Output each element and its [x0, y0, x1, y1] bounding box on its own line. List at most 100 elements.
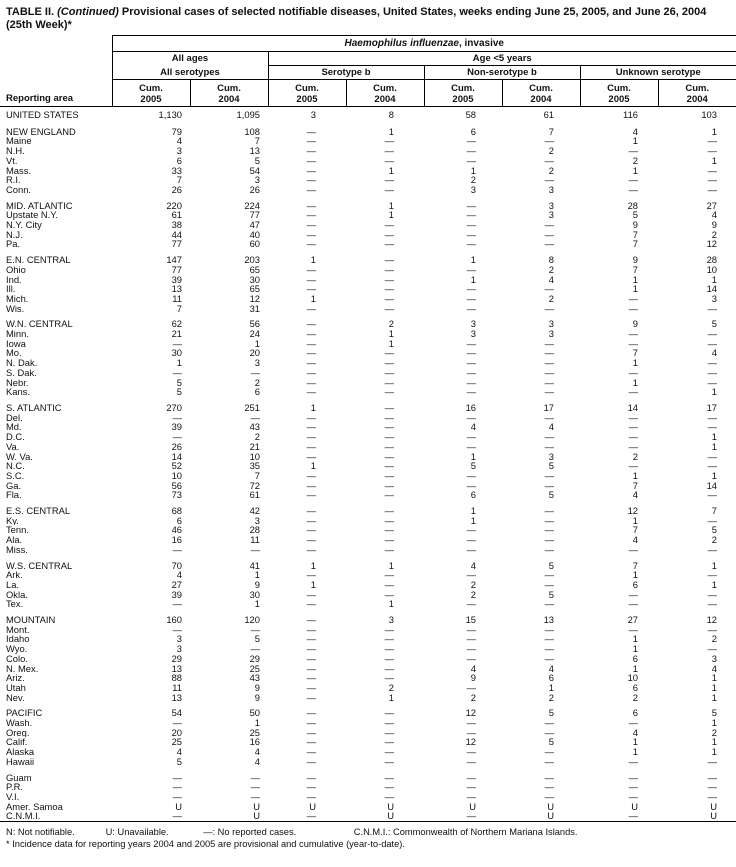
value-cell: 6: [632, 681, 638, 693]
value-cell: 4: [176, 135, 182, 147]
value-cell: —: [707, 588, 717, 600]
value-cell: —: [384, 707, 394, 719]
value-cell: 6: [176, 154, 182, 166]
value-cell: —: [466, 209, 476, 221]
reporting-area-cell: Tenn.: [6, 525, 29, 536]
value-cell: —: [306, 524, 316, 536]
table-row: Miss. — — — — — — — —: [0, 545, 736, 555]
value-cell: 28: [249, 524, 260, 536]
value-cell: 3: [176, 643, 182, 655]
reporting-area-cell: Minn.: [6, 329, 29, 339]
value-cell: 17: [543, 401, 554, 413]
table-row: Ga. 56 72 — — — — 7 14: [0, 479, 736, 491]
value-cell: —: [306, 691, 316, 703]
reporting-area-cell: Miss.: [6, 544, 28, 555]
value-cell: —: [306, 514, 316, 526]
value-cell: —: [544, 479, 554, 491]
value-cell: —: [707, 164, 717, 176]
value-cell: —: [250, 411, 260, 423]
value-cell: —: [384, 746, 394, 758]
header-spacer: [0, 66, 112, 80]
value-cell: —: [172, 781, 182, 793]
value-cell: —: [544, 219, 554, 231]
value-cell: —: [306, 643, 316, 655]
reporting-area-cell: C.N.M.I.: [6, 811, 41, 822]
value-cell: 9: [632, 219, 638, 231]
value-cell: 40: [249, 228, 260, 240]
value-cell: 30: [249, 273, 260, 285]
value-cell: —: [306, 623, 316, 635]
value-cell: 70: [171, 559, 182, 571]
value-cell: —: [707, 598, 717, 610]
header-all-serotypes: All serotypes: [111, 65, 268, 80]
table-number: TABLE II.: [6, 6, 55, 18]
value-cell: 7: [632, 263, 638, 275]
table-row: Oreg. 20 25 — — — — 4 2: [0, 728, 736, 738]
value-cell: 4: [632, 534, 638, 546]
value-cell: —: [172, 623, 182, 635]
value-cell: —: [306, 238, 316, 250]
value-cell: 1: [632, 633, 638, 645]
value-cell: —: [466, 347, 476, 359]
value-cell: —: [172, 366, 182, 378]
value-cell: 2: [711, 534, 717, 546]
value-cell: 7: [632, 559, 638, 571]
reporting-area-cell: Colo.: [6, 653, 28, 664]
value-cell: 1: [470, 505, 476, 517]
table-title-text: Provisional cases of selected notifiable…: [121, 6, 707, 18]
value-cell: —: [466, 386, 476, 398]
value-cell: 52: [171, 460, 182, 472]
reporting-area-cell: Calif.: [6, 737, 28, 748]
value-cell: —: [544, 652, 554, 664]
table-row: C.N.M.I. — U — U — U — U: [0, 811, 736, 821]
reporting-area-cell: Md.: [6, 422, 22, 433]
table-row: La. 27 9 1 — 2 — 6 1: [0, 580, 736, 590]
reporting-area-cell: Upstate N.Y.: [6, 210, 58, 221]
table-row: W.N. CENTRAL 62 56 — 2 3 3 9 5: [0, 313, 736, 329]
value-cell: 1: [254, 717, 260, 729]
value-cell: 3: [548, 199, 554, 211]
value-cell: U: [387, 810, 394, 822]
value-cell: —: [384, 450, 394, 462]
value-cell: —: [628, 292, 638, 304]
value-cell: —: [306, 598, 316, 610]
value-cell: 13: [543, 614, 554, 626]
value-cell: U: [309, 800, 316, 812]
value-cell: —: [628, 460, 638, 472]
value-cell: 7: [632, 228, 638, 240]
header-cum-col4: Cum. 2004: [345, 79, 424, 107]
value-cell: 7: [176, 302, 182, 314]
value-cell: —: [384, 238, 394, 250]
value-cell: —: [544, 746, 554, 758]
value-cell: 61: [249, 489, 260, 501]
disease-header: Haemophilus influenzae, invasive: [111, 35, 736, 52]
value-cell: 47: [249, 219, 260, 231]
value-cell: 16: [171, 534, 182, 546]
value-cell: 4: [632, 726, 638, 738]
value-cell: 25: [249, 726, 260, 738]
table-row: Md. 39 43 — — 4 4 — —: [0, 422, 736, 432]
header-cum-col1: Cum. 2005: [111, 79, 190, 107]
value-cell: —: [384, 771, 394, 783]
value-cell: 3: [470, 328, 476, 340]
header-spacer: [0, 36, 112, 52]
value-cell: 6: [632, 652, 638, 664]
value-cell: —: [466, 238, 476, 250]
reporting-area-cell: Hawaii: [6, 756, 35, 767]
value-cell: 1: [310, 254, 316, 266]
table-row: N.Y. City 38 47 — — — — 9 9: [0, 220, 736, 230]
value-cell: 1: [711, 154, 717, 166]
value-cell: —: [466, 263, 476, 275]
table-row: E.S. CENTRAL 68 42 — — 1 — 12 7: [0, 500, 736, 516]
value-cell: —: [306, 318, 316, 330]
value-cell: —: [306, 746, 316, 758]
table-row: V.I. — — — — — — — —: [0, 792, 736, 802]
value-cell: —: [306, 366, 316, 378]
value-cell: —: [172, 337, 182, 349]
value-cell: —: [306, 479, 316, 491]
reporting-area-cell: N. Mex.: [6, 663, 39, 674]
value-cell: 54: [171, 707, 182, 719]
value-cell: —: [544, 717, 554, 729]
value-cell: U: [547, 810, 554, 822]
table-row: Hawaii 5 4 — — — — — —: [0, 757, 736, 767]
